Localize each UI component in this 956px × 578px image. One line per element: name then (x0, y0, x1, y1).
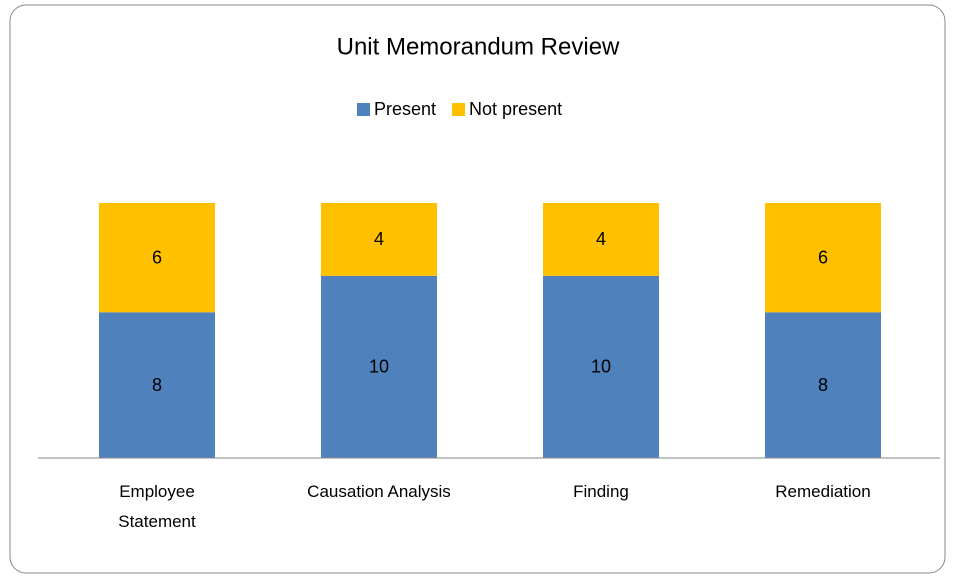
bar-segment (765, 312, 881, 458)
chart-border (9, 4, 946, 574)
bar-segment (543, 203, 659, 276)
data-label: 8 (152, 375, 162, 395)
bar-segment (99, 312, 215, 458)
bar-segment (321, 203, 437, 276)
bar-segment (99, 203, 215, 313)
legend-swatch (357, 103, 370, 116)
x-tick-label: Finding (573, 482, 629, 501)
legend-label: Present (374, 99, 436, 119)
legend-label: Not present (469, 99, 562, 119)
bar-segment (765, 203, 881, 313)
x-tick-label: Causation Analysis (307, 482, 451, 501)
data-label: 6 (152, 247, 162, 267)
data-label: 6 (818, 247, 828, 267)
bar-segment (543, 275, 659, 458)
x-tick-label: Remediation (775, 482, 871, 501)
data-label: 8 (818, 375, 828, 395)
bar-segment (321, 275, 437, 458)
chart-title: Unit Memorandum Review (337, 33, 620, 60)
x-tick-label: Employee Statement (118, 482, 196, 531)
data-label: 10 (591, 357, 611, 377)
legend-swatch (452, 103, 466, 116)
data-label: 4 (596, 229, 606, 249)
data-label: 4 (374, 229, 384, 249)
data-label: 10 (369, 357, 389, 377)
